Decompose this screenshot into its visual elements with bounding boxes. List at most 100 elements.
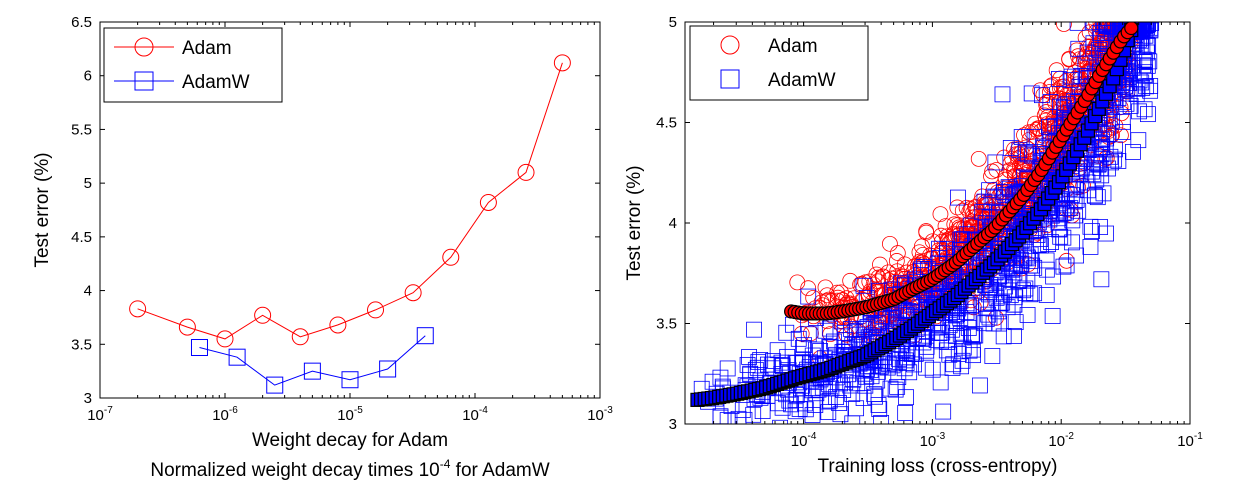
legend-item-adamw: AdamW xyxy=(114,71,250,93)
scatter-point-adamw xyxy=(1089,189,1106,206)
scatter-point-adam xyxy=(984,163,1001,180)
scatter-point-adam xyxy=(949,199,966,216)
scatter-point-adamw xyxy=(945,356,962,373)
scatter-point-adamw xyxy=(814,379,831,396)
scatter-point-adam xyxy=(1032,82,1049,99)
scatter-point-adamw xyxy=(1042,94,1059,110)
scatter-point-adamw xyxy=(1004,261,1020,278)
scatter-point-adamw xyxy=(964,328,981,345)
scatter-point-adamw xyxy=(1092,134,1108,151)
scatter-point-adam xyxy=(906,258,923,275)
scatter-point-adamw xyxy=(800,288,817,305)
scatter-point-adam xyxy=(954,202,971,219)
scatter-point-adam xyxy=(951,219,968,236)
scatter-point-adamw xyxy=(948,328,964,344)
scatter-point-adamw xyxy=(778,324,795,341)
scatter-point-adamw xyxy=(832,406,849,423)
scatter-point-adamw xyxy=(1026,285,1043,302)
scatter-point-adamw xyxy=(1087,147,1104,164)
y-tick-label: 4.5 xyxy=(656,115,677,132)
scatter-point-adam xyxy=(932,206,949,222)
scatter-point-adamw xyxy=(1051,71,1067,87)
scatter-point-adamw xyxy=(1088,171,1105,188)
x-axis-label: Training loss (cross-entropy) xyxy=(817,456,1057,477)
scatter-point-adamw xyxy=(1136,101,1153,118)
scatter-point-adam xyxy=(793,325,810,342)
data-point-adam xyxy=(216,330,234,348)
scatter-point-adam xyxy=(1036,107,1053,124)
data-point-adam xyxy=(329,316,347,334)
scatter-point-adamw xyxy=(772,419,789,424)
scatter-point-adam xyxy=(1027,115,1044,132)
scatter-point-adamw xyxy=(1118,95,1135,112)
scatter-point-adamw xyxy=(880,355,897,372)
scatter-point-adamw xyxy=(1002,180,1018,197)
scatter-point-adamw xyxy=(935,403,952,420)
scatter-point-adam xyxy=(838,326,855,343)
legend-label-adam: Adam xyxy=(768,36,818,57)
scatter-point-adamw xyxy=(1094,139,1111,155)
scatter-point-adam xyxy=(819,287,836,304)
legend-item-adamw: AdamW xyxy=(720,69,836,91)
scatter-point-adamw xyxy=(1069,22,1086,31)
y-tick-label: 5 xyxy=(669,14,677,31)
scatter-point-adamw xyxy=(1045,268,1062,285)
scatter-point-adamw xyxy=(933,333,950,350)
scatter-point-adamw xyxy=(1068,178,1085,195)
scatter-point-adamw xyxy=(835,382,852,398)
y-tick-label: 6 xyxy=(84,68,92,85)
scatter-point-adamw xyxy=(938,342,955,359)
scatter-point-adamw xyxy=(992,295,1009,312)
scatter-point-adamw xyxy=(867,388,883,405)
data-point-adamw xyxy=(303,362,321,380)
data-point-adam xyxy=(517,163,535,181)
scatter-point-adamw xyxy=(1034,87,1050,104)
scatter-point-adamw xyxy=(1067,175,1084,192)
scatter-point-adamw xyxy=(1068,192,1085,208)
scatter-point-adamw xyxy=(1055,99,1072,116)
scatter-point-adamw xyxy=(882,380,899,397)
scatter-point-adamw xyxy=(736,411,753,424)
scatter-point-adam xyxy=(1058,252,1075,269)
scatter-point-adamw xyxy=(966,327,982,344)
scatter-point-adamw xyxy=(944,321,960,338)
scatter-point-adamw xyxy=(797,401,814,418)
scatter-point-adamw xyxy=(1084,163,1100,180)
scatter-point-adamw xyxy=(712,409,729,424)
scatter-point-adamw xyxy=(1082,238,1099,255)
scatter-point-adam xyxy=(805,289,822,306)
data-point-adamw xyxy=(379,360,397,378)
x-axis-label-2: Normalized weight decay times 10-4 for A… xyxy=(150,457,549,481)
scatter-point-adamw xyxy=(747,361,764,378)
y-tick-label: 6.5 xyxy=(71,14,92,31)
scatter-point-adamw xyxy=(1099,22,1116,34)
outlier-point-adam xyxy=(1056,22,1072,32)
scatter-point-adamw xyxy=(870,397,887,413)
x-axis: 10-7 10-6 10-5 10-4 10-3 xyxy=(87,22,613,424)
x-tick-label: 10-6 xyxy=(212,405,238,424)
scatter-point-adamw xyxy=(819,393,836,410)
scatter-point-adam xyxy=(888,253,905,269)
legend-marker-adamw xyxy=(134,71,154,91)
scatter-point-adamw xyxy=(1138,78,1155,95)
y-axis-label: Test error (%) xyxy=(32,152,53,267)
legend-marker-adam xyxy=(720,35,740,55)
scatter-point-adamw xyxy=(730,410,747,424)
scatter-point-adamw xyxy=(976,193,993,210)
outlier-point-adamw xyxy=(1093,271,1110,288)
outlier-point-adamw xyxy=(1004,261,1021,278)
scatter-point-adamw xyxy=(1114,113,1131,130)
scatter-point-adamw xyxy=(1131,72,1148,89)
scatter-point-adamw xyxy=(1091,42,1108,59)
scatter-point-adamw xyxy=(987,189,1004,206)
x-tick-label: 10-7 xyxy=(87,405,113,424)
scatter-point-adam xyxy=(882,235,898,252)
scatter-point-adamw xyxy=(734,402,751,418)
scatter-point-adamw xyxy=(1101,110,1118,127)
scatter-point-adam xyxy=(983,168,999,185)
scatter-point-adamw xyxy=(944,360,961,376)
scatter-point-adamw xyxy=(865,317,882,334)
scatter-point-adamw xyxy=(990,303,1007,320)
scatter-point-adamw xyxy=(1015,282,1031,299)
scatter-point-adamw xyxy=(1106,151,1123,168)
